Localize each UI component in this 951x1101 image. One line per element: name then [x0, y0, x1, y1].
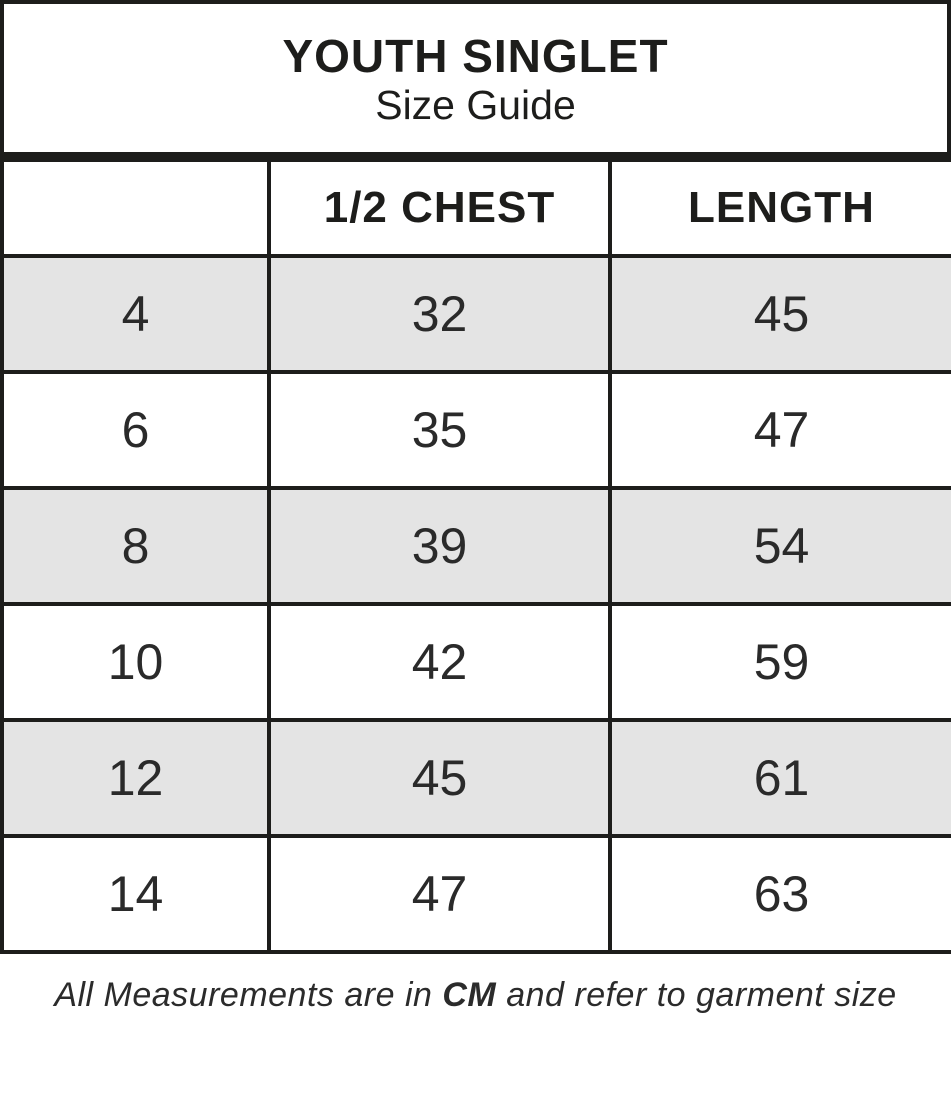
- length-cell: 63: [608, 834, 951, 954]
- length-cell: 54: [608, 486, 951, 606]
- size-table: 1/2 CHEST LENGTH 4 32 45 6 35 47 8 39 54…: [0, 162, 951, 954]
- length-cell: 59: [608, 602, 951, 722]
- chest-cell: 35: [267, 370, 612, 490]
- column-header-length: LENGTH: [608, 162, 951, 258]
- size-cell: 12: [0, 718, 271, 838]
- page-subtitle: Size Guide: [375, 81, 576, 128]
- column-header-size: [0, 162, 271, 258]
- measurement-note: All Measurements are in CM and refer to …: [0, 976, 951, 1015]
- table-row: 8 39 54: [0, 486, 951, 606]
- note-prefix: All Measurements are in: [54, 976, 443, 1014]
- length-cell: 61: [608, 718, 951, 838]
- chest-cell: 47: [267, 834, 612, 954]
- length-cell: 45: [608, 254, 951, 374]
- table-header-row: 1/2 CHEST LENGTH: [0, 162, 951, 258]
- size-cell: 8: [0, 486, 271, 606]
- table-header: 1/2 CHEST LENGTH: [0, 162, 951, 258]
- column-header-half-chest: 1/2 CHEST: [267, 162, 612, 258]
- page-title: YOUTH SINGLET: [282, 30, 669, 83]
- table-row: 10 42 59: [0, 602, 951, 722]
- chest-cell: 42: [267, 602, 612, 722]
- table-row: 12 45 61: [0, 718, 951, 838]
- title-box: YOUTH SINGLET Size Guide: [0, 0, 951, 152]
- separator-bar: [0, 152, 951, 162]
- table-row: 4 32 45: [0, 254, 951, 374]
- size-cell: 10: [0, 602, 271, 722]
- chest-cell: 39: [267, 486, 612, 606]
- size-cell: 4: [0, 254, 271, 374]
- chest-cell: 32: [267, 254, 612, 374]
- chest-cell: 45: [267, 718, 612, 838]
- note-suffix: and refer to garment size: [496, 976, 897, 1014]
- note-unit-cm: CM: [442, 976, 497, 1014]
- table-row: 14 47 63: [0, 834, 951, 954]
- length-cell: 47: [608, 370, 951, 490]
- size-cell: 14: [0, 834, 271, 954]
- table-row: 6 35 47: [0, 370, 951, 490]
- size-cell: 6: [0, 370, 271, 490]
